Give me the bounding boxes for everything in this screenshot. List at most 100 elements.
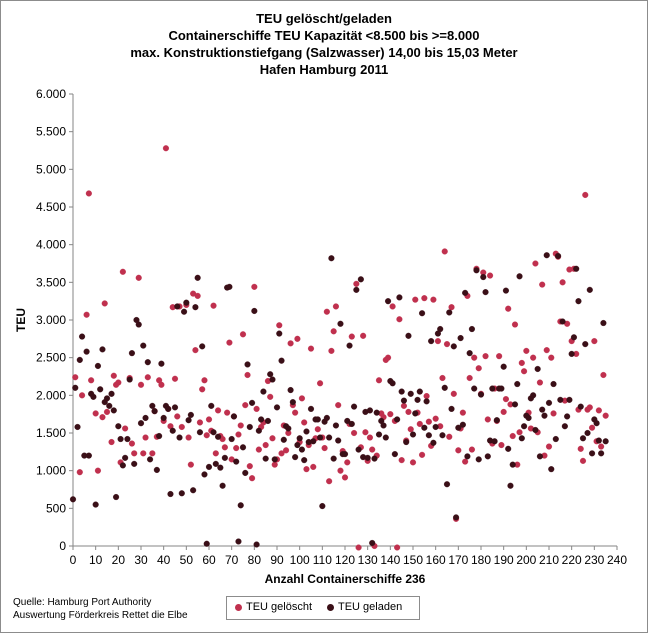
- point-geladen: [516, 273, 523, 280]
- point-geloescht: [276, 322, 283, 329]
- point-geloescht: [83, 311, 90, 318]
- point-geladen: [289, 399, 296, 406]
- point-geladen: [530, 392, 537, 399]
- point-geloescht: [351, 429, 358, 437]
- point-geloescht: [577, 445, 584, 452]
- point-geloescht: [362, 429, 369, 436]
- point-geladen: [548, 466, 555, 473]
- y-tick-label: 1.500: [36, 426, 66, 440]
- point-geladen: [493, 417, 500, 424]
- point-geladen: [330, 455, 337, 462]
- point-geladen: [555, 252, 562, 260]
- point-geladen: [260, 388, 267, 395]
- point-geladen: [468, 325, 475, 333]
- point-geloescht: [550, 410, 557, 417]
- y-tick-label: 5.000: [36, 162, 66, 176]
- point-geladen: [187, 411, 194, 418]
- point-geladen: [230, 413, 237, 420]
- point-geladen: [171, 404, 179, 411]
- point-geladen: [543, 252, 550, 259]
- point-geladen: [582, 341, 589, 348]
- point-geladen: [310, 438, 317, 445]
- point-geladen: [457, 335, 464, 342]
- point-geladen: [423, 398, 430, 405]
- point-geladen: [407, 390, 414, 397]
- point-geloescht: [462, 458, 469, 465]
- point-geladen: [564, 413, 571, 420]
- point-geloescht: [301, 419, 308, 426]
- point-geladen: [147, 456, 154, 463]
- point-geladen: [239, 444, 247, 451]
- point-geladen: [137, 420, 145, 427]
- point-geloescht: [215, 407, 222, 414]
- point-geloescht: [353, 280, 360, 287]
- point-geladen: [598, 450, 605, 457]
- point-geloescht: [523, 347, 530, 354]
- point-geladen: [212, 460, 219, 467]
- point-geladen: [92, 501, 99, 508]
- point-geloescht: [314, 426, 321, 433]
- x-tick-label: 50: [180, 553, 194, 567]
- point-geladen: [126, 376, 133, 383]
- point-geladen: [593, 420, 600, 427]
- point-geladen: [466, 350, 473, 357]
- point-geladen: [303, 428, 310, 435]
- point-geladen: [579, 435, 587, 442]
- point-geladen: [364, 454, 371, 461]
- point-geloescht: [244, 371, 251, 379]
- point-geladen: [416, 388, 423, 395]
- point-geladen: [108, 390, 115, 397]
- x-tick-label: 110: [313, 553, 332, 567]
- point-geladen: [190, 487, 197, 494]
- point-geladen: [348, 420, 355, 428]
- point-geladen: [385, 298, 392, 305]
- point-geloescht: [251, 283, 258, 290]
- point-geladen: [285, 425, 292, 432]
- point-geloescht: [450, 390, 457, 397]
- legend-marker-geladen: [327, 603, 334, 611]
- point-geloescht: [287, 340, 294, 347]
- point-geladen: [518, 435, 525, 442]
- point-geladen: [534, 365, 541, 373]
- point-geladen: [83, 348, 90, 355]
- point-geloescht: [487, 272, 494, 279]
- point-geladen: [473, 267, 480, 274]
- point-geladen: [262, 455, 269, 462]
- point-geloescht: [221, 444, 228, 451]
- point-geladen: [351, 403, 358, 410]
- point-geloescht: [303, 466, 310, 473]
- point-geloescht: [598, 443, 605, 450]
- point-geladen: [482, 289, 489, 296]
- point-geladen: [301, 457, 308, 464]
- point-geladen: [255, 427, 262, 434]
- point-geladen: [201, 471, 208, 478]
- point-geloescht: [137, 381, 145, 388]
- y-tick-label: 0: [59, 539, 66, 553]
- point-geladen: [557, 396, 564, 403]
- point-geloescht: [210, 302, 217, 309]
- point-geladen: [441, 384, 448, 391]
- point-geloescht: [466, 374, 473, 382]
- legend: TEU gelöscht TEU geladen: [226, 596, 420, 620]
- point-geloescht: [589, 424, 596, 431]
- x-tick-label: 130: [358, 553, 378, 567]
- x-tick-label: 160: [426, 553, 446, 567]
- point-geloescht: [103, 408, 111, 415]
- point-geloescht: [88, 377, 95, 384]
- point-geladen: [181, 308, 188, 315]
- point-geloescht: [505, 305, 512, 312]
- point-geladen: [128, 350, 135, 357]
- point-geladen: [353, 286, 360, 293]
- point-geloescht: [101, 300, 108, 307]
- point-geladen: [69, 496, 77, 503]
- point-geladen: [328, 255, 335, 262]
- point-geladen: [507, 482, 514, 489]
- point-geladen: [294, 442, 301, 449]
- point-geladen: [276, 330, 283, 337]
- point-geladen: [521, 423, 528, 430]
- point-geloescht: [135, 274, 142, 281]
- point-geloescht: [484, 416, 491, 423]
- point-geladen: [160, 414, 167, 421]
- point-geladen: [235, 538, 242, 545]
